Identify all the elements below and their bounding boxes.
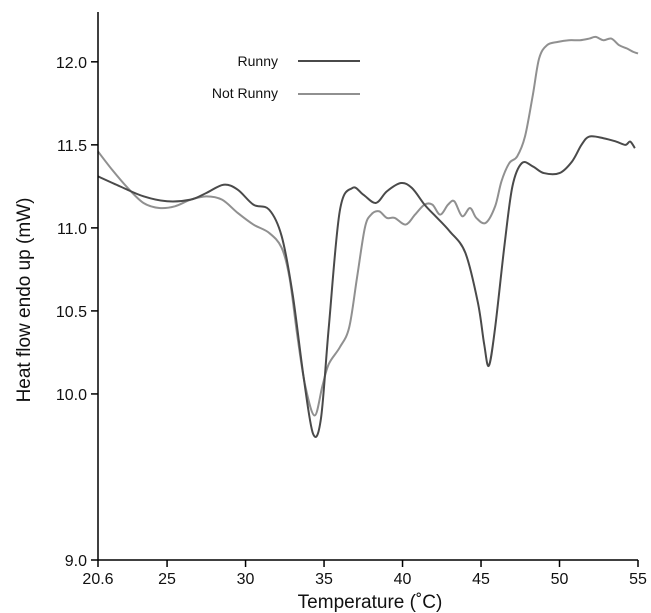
y-tick-label: 11.5 xyxy=(57,138,87,155)
axes xyxy=(97,12,638,561)
series-layer xyxy=(97,35,639,438)
x-tick-label: 55 xyxy=(629,571,647,588)
y-tick-label: 12.0 xyxy=(56,55,87,72)
x-tick-label: 25 xyxy=(158,571,176,588)
x-tick-label: 45 xyxy=(472,571,490,588)
x-tick-label: 30 xyxy=(237,571,255,588)
series-line-not-runny xyxy=(97,35,639,417)
x-axis-title: Temperature (˚C) xyxy=(298,592,443,613)
y-tick-label: 9.0 xyxy=(65,553,87,570)
y-axis-ticks: 9.0 10.0 10.5 11.0 11.5 12.0 xyxy=(56,55,98,570)
x-tick-label: 20.6 xyxy=(82,571,113,588)
x-tick-label: 35 xyxy=(315,571,333,588)
legend-label-not-runny: Not Runny xyxy=(212,85,278,101)
y-tick-label: 10.5 xyxy=(56,304,87,321)
legend: Runny Not Runny xyxy=(212,53,360,101)
x-tick-label: 40 xyxy=(394,571,412,588)
x-axis-ticks: 20.6 25 30 35 40 45 50 55 xyxy=(82,560,647,588)
legend-label-runny: Runny xyxy=(238,53,278,69)
series-line-runny xyxy=(97,135,636,438)
y-tick-label: 11.0 xyxy=(57,221,87,238)
x-tick-label: 50 xyxy=(551,571,569,588)
y-axis-title: Heat flow endo up (mW) xyxy=(14,198,35,403)
y-tick-label: 10.0 xyxy=(56,387,87,404)
